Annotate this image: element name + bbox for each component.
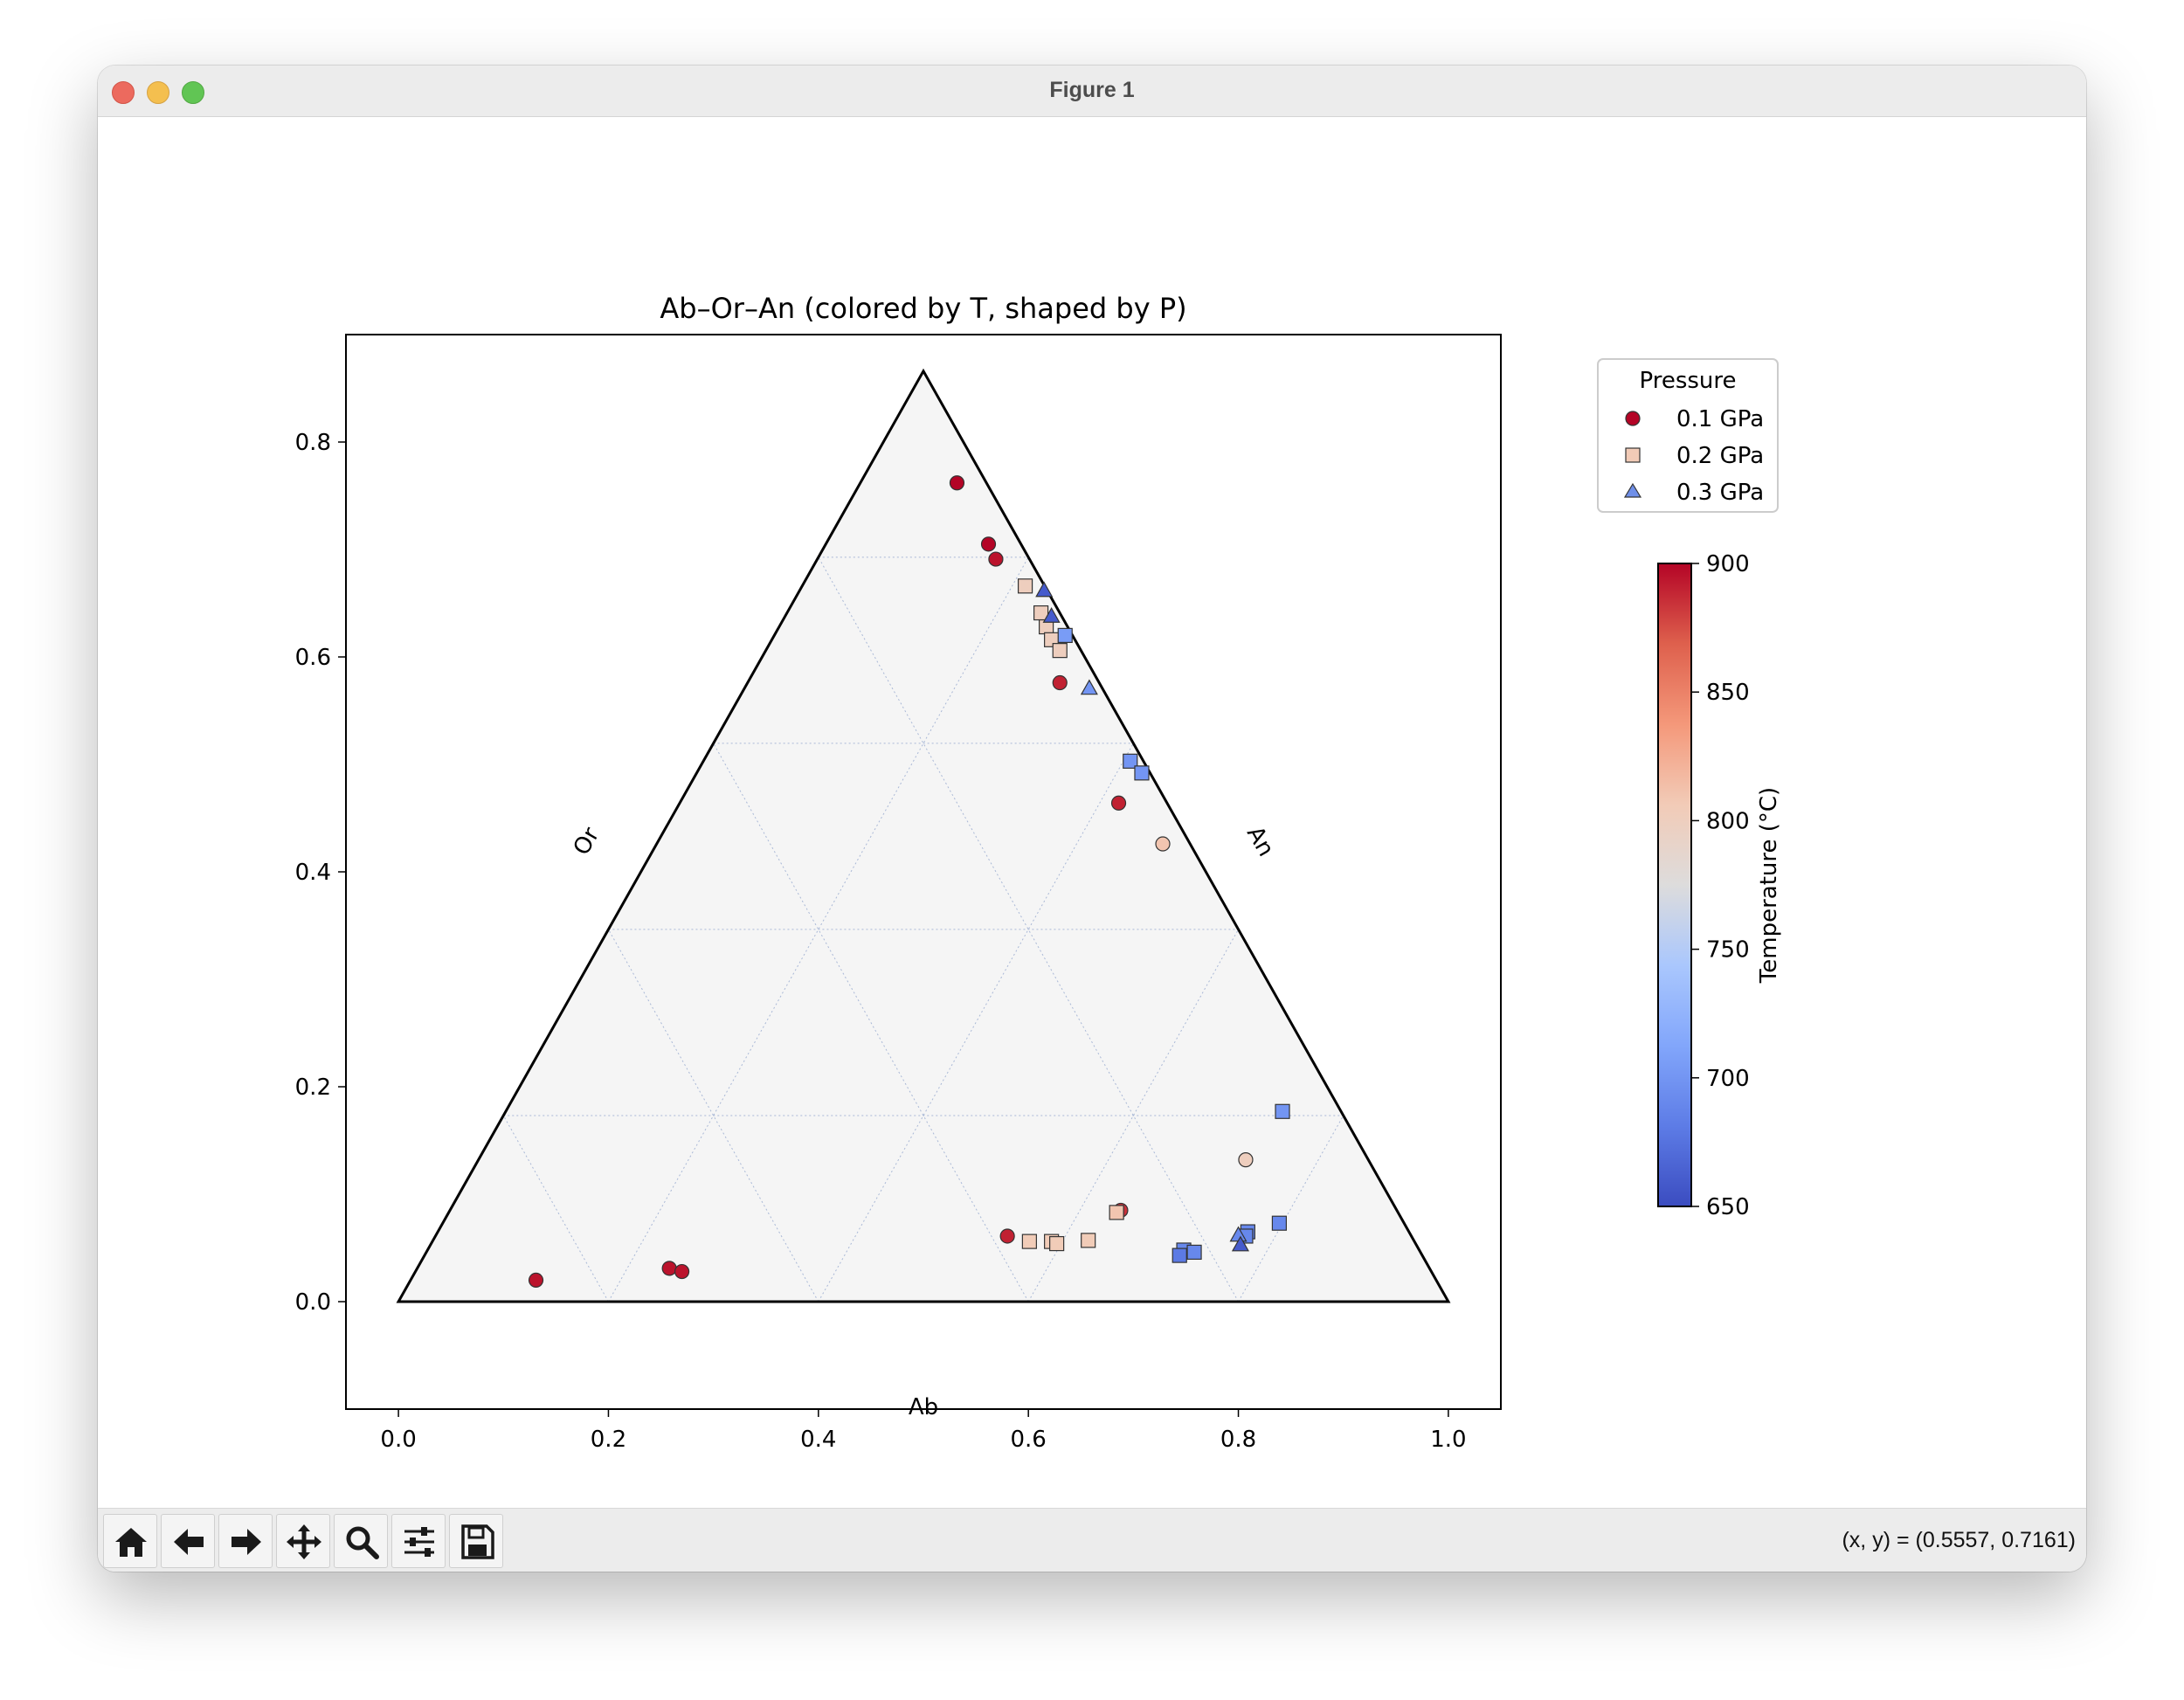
title-bar: Figure 1	[98, 66, 2086, 117]
data-point-square	[1017, 578, 1033, 594]
colorbar-tick-label: 850	[1706, 680, 1750, 706]
data-point-square	[1052, 643, 1068, 659]
y-tick-label: 0.6	[295, 645, 331, 671]
data-point-circle	[674, 1263, 690, 1280]
zoom-button[interactable]	[334, 1514, 388, 1568]
y-tick-label: 0.8	[295, 430, 331, 456]
data-point-circle	[661, 1261, 677, 1276]
data-point-square	[1271, 1215, 1288, 1231]
configure-subplots-button[interactable]	[391, 1514, 446, 1568]
colorbar-tick-label: 750	[1706, 937, 1750, 964]
home-button[interactable]	[103, 1514, 157, 1568]
x-tick-label: 0.0	[380, 1427, 416, 1453]
zoom-magnifier-icon	[346, 1526, 379, 1559]
legend-title: Pressure	[1639, 368, 1736, 394]
grid-line	[608, 556, 1029, 1303]
data-points	[528, 475, 1290, 1289]
pan-button[interactable]	[276, 1514, 330, 1568]
home-icon	[115, 1528, 147, 1557]
data-point-square	[1171, 1247, 1187, 1263]
data-point-triangle	[1035, 581, 1054, 598]
grid-line	[1238, 1115, 1344, 1303]
grid-line	[818, 556, 1239, 1303]
grid-line	[502, 1115, 609, 1303]
save-button[interactable]	[449, 1514, 503, 1568]
y-tick-label: 0.4	[295, 860, 331, 886]
data-point-triangle	[1042, 607, 1061, 623]
data-point-circle	[1052, 674, 1068, 691]
ternary-triangle-outline	[396, 368, 1451, 1303]
data-point-circle	[999, 1228, 1015, 1244]
data-point-square	[1057, 627, 1073, 644]
back-button[interactable]	[161, 1514, 215, 1568]
data-point-circle	[988, 551, 1004, 567]
data-point-square	[1081, 1233, 1096, 1248]
ternary-triangle-face	[398, 370, 1448, 1302]
data-point-circle	[1238, 1152, 1254, 1168]
data-point-square	[1049, 1235, 1065, 1252]
colorbar-tick-label: 800	[1706, 808, 1750, 834]
data-point-triangle	[1080, 679, 1098, 695]
axis-ticks: 0.0 0.2 0.4 0.6 0.8 1.0 0.0 0.2 0.4 0.6 0.8	[295, 430, 1467, 1453]
data-point-triangle	[1231, 1235, 1249, 1252]
legend-marker-circle	[1625, 411, 1641, 426]
navigation-toolbar: (x, y) = (0.5557, 0.7161)	[98, 1508, 2086, 1572]
corner-label-ab: Ab	[909, 1394, 938, 1420]
window-title: Figure 1	[1049, 78, 1135, 102]
data-point-circle	[1110, 795, 1127, 811]
data-point-circle	[1155, 836, 1171, 852]
x-tick-label: 0.6	[1011, 1427, 1047, 1453]
figure-window: Figure 1 0.0 0.2 0.4 0.6 0.8 1.0 0.0 0.2 0.4 0.6 0…	[98, 66, 2086, 1572]
pressure-legend: Pressure 0.1 GPa 0.2 GPa 0.3 GPa	[1597, 358, 1779, 513]
grid-line	[713, 743, 1029, 1303]
temperature-colorbar	[1657, 563, 1692, 1207]
chart-title: Ab–Or–An (colored by T, shaped by P)	[660, 292, 1186, 325]
legend-label-0-3-gpa: 0.3 GPa	[1676, 480, 1764, 506]
legend-marker-triangle	[1623, 482, 1642, 498]
colorbar-tick-label: 900	[1706, 551, 1750, 577]
save-disk-icon	[461, 1524, 494, 1559]
data-point-square	[1123, 753, 1138, 769]
data-point-square	[1186, 1244, 1202, 1261]
forward-arrow-icon	[232, 1529, 261, 1555]
close-window-button[interactable]	[112, 81, 135, 104]
colorbar-label: Temperature (°C)	[1756, 787, 1782, 984]
x-tick-label: 0.4	[800, 1427, 836, 1453]
data-point-square	[1021, 1234, 1037, 1249]
configure-subplots-icon	[404, 1527, 434, 1557]
colorbar-tick-label: 700	[1706, 1066, 1750, 1092]
legend-label-0-1-gpa: 0.1 GPa	[1676, 406, 1764, 432]
figure-canvas[interactable]: 0.0 0.2 0.4 0.6 0.8 1.0 0.0 0.2 0.4 0.6 0.8 Ab–Or–…	[98, 116, 2086, 1506]
legend-box	[1597, 358, 1779, 513]
maximize-window-button[interactable]	[182, 81, 204, 104]
grid-line	[608, 929, 819, 1303]
data-point-circle	[528, 1272, 544, 1289]
cursor-coordinates-readout: (x, y) = (0.5557, 0.7161)	[1842, 1528, 2076, 1552]
grid-line	[818, 743, 1134, 1303]
data-point-circle	[949, 475, 965, 491]
x-tick-label: 1.0	[1430, 1427, 1466, 1453]
back-arrow-icon	[174, 1529, 204, 1555]
y-tick-label: 0.2	[295, 1075, 331, 1101]
legend-marker-square	[1625, 447, 1641, 463]
data-point-square	[1275, 1103, 1290, 1119]
minimize-window-button[interactable]	[147, 81, 169, 104]
forward-button[interactable]	[218, 1514, 273, 1568]
x-tick-label: 0.8	[1220, 1427, 1256, 1453]
colorbar-ticks: 650 700 750 800 850 900	[1691, 551, 1750, 1220]
y-tick-label: 0.0	[295, 1289, 331, 1316]
colorbar-tick-label: 650	[1706, 1194, 1750, 1220]
legend-label-0-2-gpa: 0.2 GPa	[1676, 443, 1764, 469]
data-point-square	[1134, 765, 1150, 781]
pan-move-icon	[287, 1524, 321, 1559]
data-point-square	[1109, 1205, 1124, 1220]
x-tick-label: 0.2	[591, 1427, 626, 1453]
data-point-circle	[980, 536, 997, 552]
